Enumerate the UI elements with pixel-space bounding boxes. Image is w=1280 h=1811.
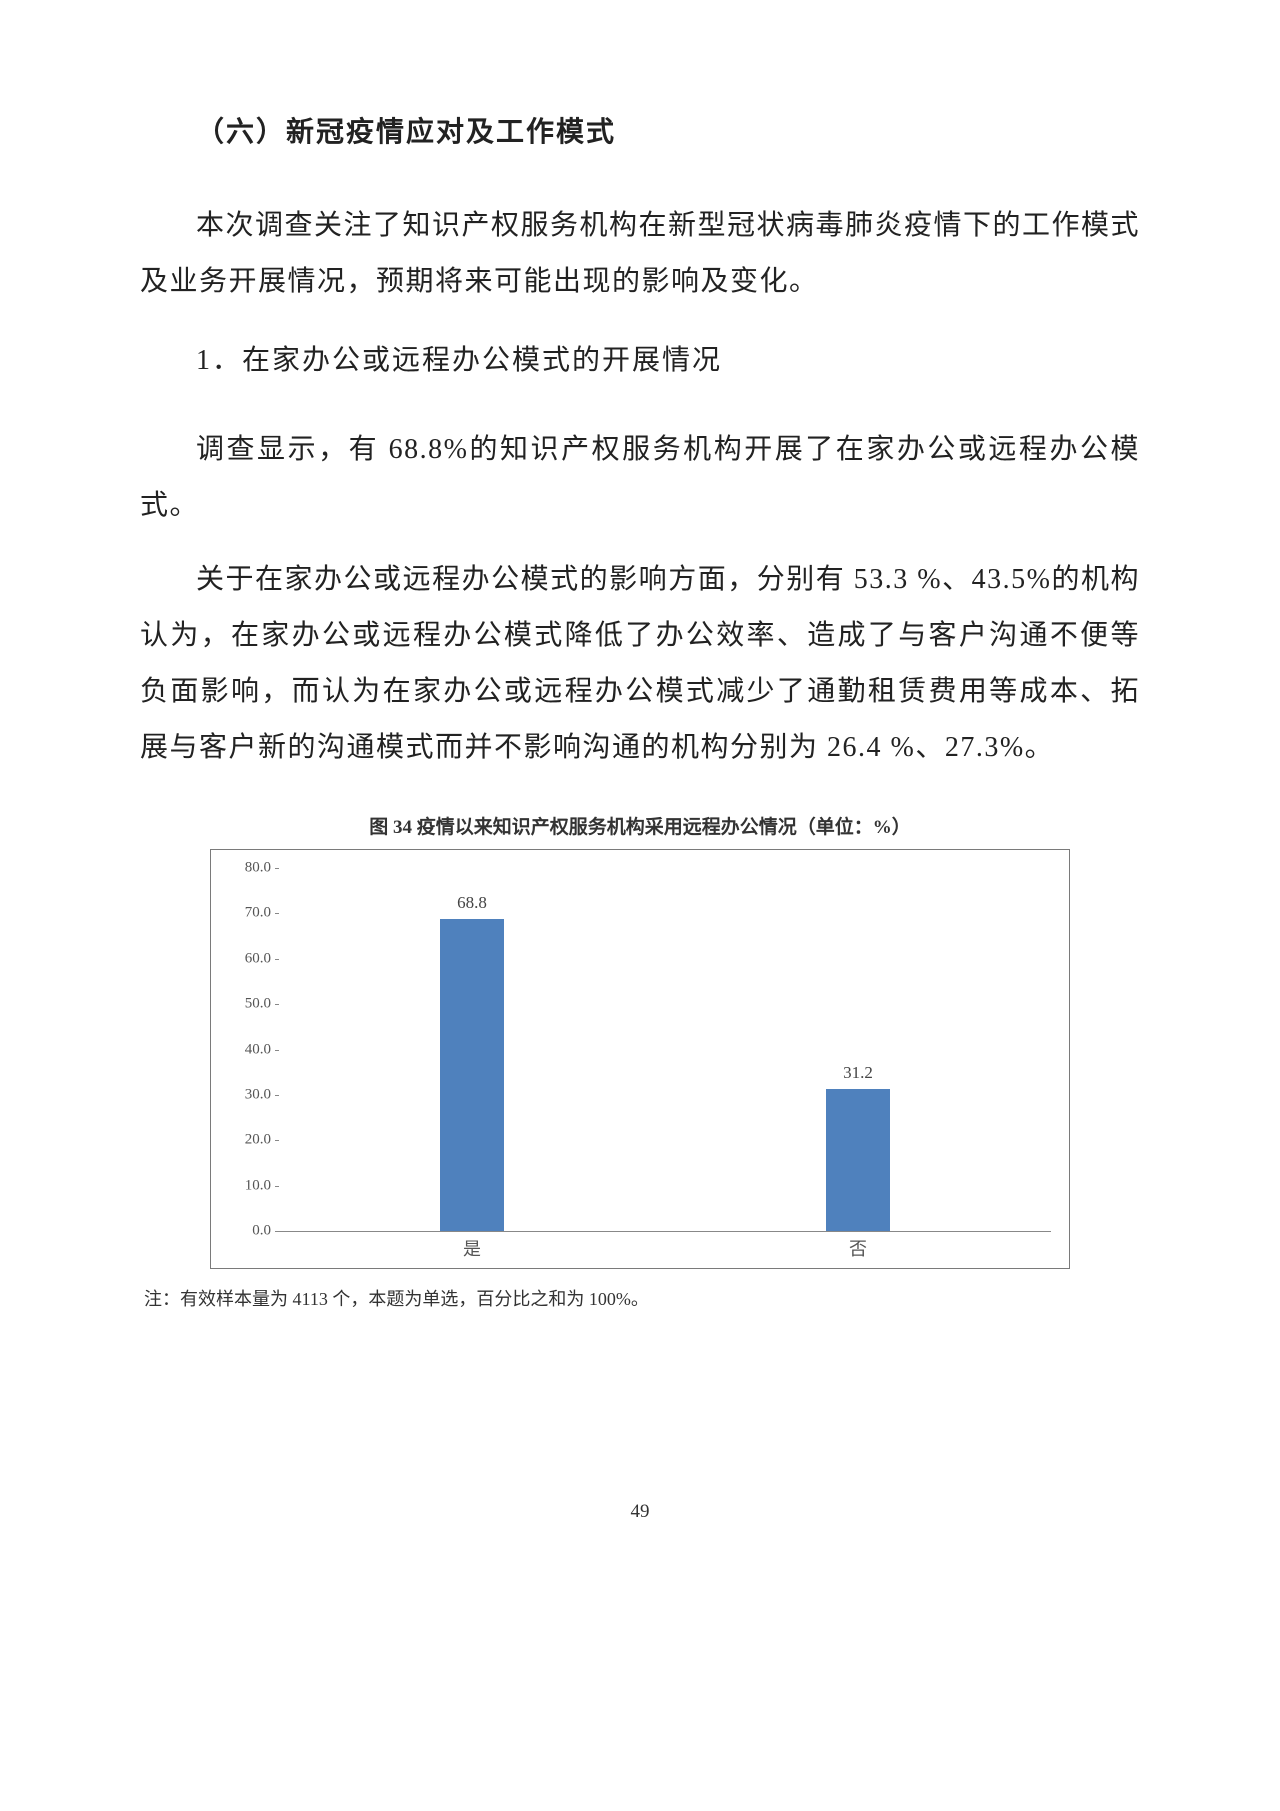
- paragraph-3: 关于在家办公或远程办公模式的影响方面，分别有 53.3 %、43.5%的机构认为…: [140, 552, 1140, 776]
- y-tick-label: 80.0: [221, 860, 271, 877]
- x-category-label: 否: [798, 1235, 918, 1261]
- bar: [440, 919, 504, 1231]
- y-tick-label: 0.0: [221, 1223, 271, 1240]
- y-tick-mark: [275, 913, 279, 914]
- y-tick-label: 10.0: [221, 1177, 271, 1194]
- paragraph-intro: 本次调查关注了知识产权服务机构在新型冠状病毒肺炎疫情下的工作模式及业务开展情况，…: [140, 198, 1140, 310]
- y-tick-label: 40.0: [221, 1041, 271, 1058]
- y-tick-mark: [275, 1050, 279, 1051]
- y-tick-mark: [275, 868, 279, 869]
- plot-area: 0.010.020.030.040.050.060.070.080.068.8是…: [279, 868, 1051, 1232]
- y-tick-mark: [275, 959, 279, 960]
- bar: [826, 1089, 890, 1231]
- y-tick-label: 30.0: [221, 1086, 271, 1103]
- paragraph-2: 调查显示，有 68.8%的知识产权服务机构开展了在家办公或远程办公模式。: [140, 422, 1140, 534]
- y-tick-mark: [275, 1231, 279, 1232]
- page-number: 49: [140, 1501, 1140, 1523]
- y-tick-label: 60.0: [221, 950, 271, 967]
- y-tick-label: 20.0: [221, 1132, 271, 1149]
- y-tick-label: 50.0: [221, 996, 271, 1013]
- chart-title: 图 34 疫情以来知识产权服务机构采用远程办公情况（单位：%）: [140, 812, 1140, 839]
- y-tick-label: 70.0: [221, 905, 271, 922]
- bar-chart: 0.0 10.0 20.0 30.0 40.0 50.0 60.0 70.0 80.0 68.8 是…: [210, 849, 1070, 1269]
- y-tick-mark: [275, 1095, 279, 1096]
- y-tick-mark: [275, 1186, 279, 1187]
- section-heading: （六）新冠疫情应对及工作模式: [140, 110, 1140, 150]
- sub-heading: 1．在家办公或远程办公模式的开展情况: [140, 338, 1140, 378]
- y-tick-mark: [275, 1004, 279, 1005]
- bar-value-label: 31.2: [798, 1063, 918, 1083]
- x-category-label: 是: [412, 1235, 532, 1261]
- chart-note: 注：有效样本量为 4113 个，本题为单选，百分比之和为 100%。: [144, 1285, 1140, 1311]
- y-tick-mark: [275, 1140, 279, 1141]
- bar-value-label: 68.8: [412, 893, 532, 913]
